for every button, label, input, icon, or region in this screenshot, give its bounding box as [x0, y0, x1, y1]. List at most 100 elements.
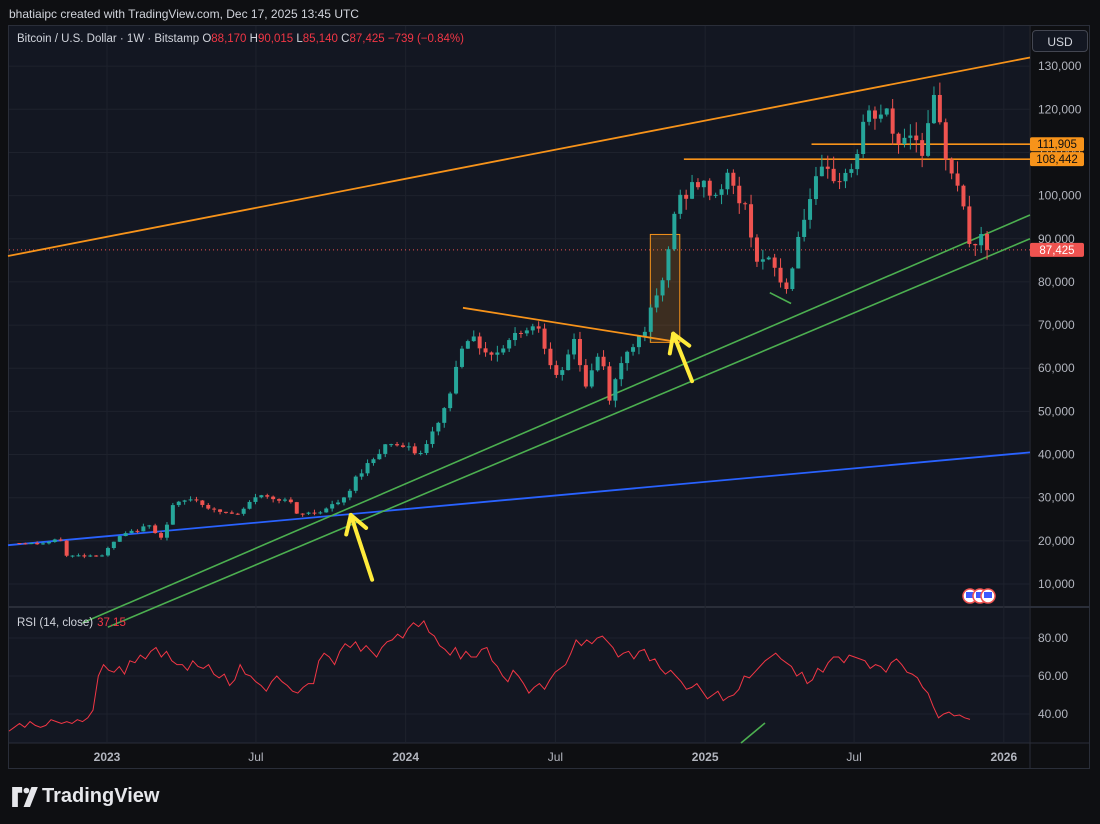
rsi-line	[8, 620, 971, 732]
candle-body	[625, 351, 630, 364]
candle-body	[29, 542, 34, 545]
candle-body	[583, 365, 588, 387]
candle-body	[306, 512, 311, 514]
candle-body	[577, 338, 582, 366]
candle-body	[111, 541, 116, 549]
candle-body	[772, 257, 777, 268]
candle-body	[589, 370, 594, 387]
candle-body	[908, 135, 913, 138]
low-value: 85,140	[302, 33, 338, 45]
candle-body	[660, 280, 665, 296]
time-tick-label: 2023	[94, 750, 121, 764]
candle-body	[778, 267, 783, 283]
candle-body	[88, 555, 93, 557]
candle-body	[619, 363, 624, 380]
price-tick-label: 20,000	[1038, 534, 1075, 548]
event-flag-inner	[966, 592, 974, 598]
candle-body	[300, 513, 305, 515]
price-tick-label: 100,000	[1038, 189, 1082, 203]
brand-name: TradingView	[42, 785, 160, 807]
candle-body	[749, 204, 754, 238]
yellow-arrow-1-head	[348, 512, 369, 530]
candle-body	[725, 172, 730, 190]
candle-body	[383, 444, 388, 454]
axes: 10,000 20,000 30,000 40,000 50,000 60,000 70,0…	[94, 59, 1084, 764]
candle-body	[808, 199, 813, 220]
orange-triangle-top	[462, 306, 680, 344]
price-tick-label: 120,000	[1038, 102, 1082, 116]
candle-body	[271, 496, 276, 500]
rsi-tick-label: 60.00	[1038, 669, 1068, 683]
candle-body	[194, 499, 199, 501]
candle-body	[955, 173, 960, 186]
candle-body	[76, 555, 81, 557]
candle-body	[790, 268, 795, 290]
candle-body	[330, 504, 335, 509]
rsi-green-trendline	[740, 722, 766, 744]
candle-body	[713, 194, 718, 196]
event-flag-inner	[976, 592, 984, 598]
candle-body	[123, 533, 128, 537]
candle-body	[17, 543, 22, 545]
candle-body	[601, 356, 606, 367]
candle-body	[737, 185, 742, 204]
candle-body	[666, 249, 671, 281]
candle-body	[176, 501, 181, 506]
candle-body	[288, 499, 293, 503]
candle-body	[94, 555, 99, 557]
candle-body	[477, 336, 482, 349]
candle-body	[513, 332, 518, 341]
candles	[17, 82, 990, 559]
close-value: 87,425	[349, 33, 385, 45]
candle-body	[530, 326, 535, 331]
yellow-arrow-1-shaft	[348, 512, 375, 582]
candle-body	[631, 347, 636, 352]
candle-body	[247, 501, 252, 509]
candle-body	[902, 137, 907, 145]
candle-body	[926, 123, 931, 156]
candle-body	[867, 110, 872, 122]
candle-body	[259, 495, 264, 498]
rsi-label: RSI (14, close)	[17, 617, 94, 629]
candle-body	[159, 533, 164, 538]
yellow-arrow-2-head	[667, 331, 676, 356]
candle-body	[642, 331, 647, 337]
tradingview-brand[interactable]: TradingView	[12, 785, 159, 808]
candle-body	[389, 444, 394, 446]
currency-button[interactable]: USD	[1032, 30, 1088, 52]
candle-body	[164, 524, 169, 538]
change-value: −739 (−0.84%)	[387, 33, 464, 45]
open-label: O	[202, 33, 212, 45]
event-flag-inner	[984, 592, 992, 598]
green-trendline-lower	[107, 238, 1031, 628]
candle-body	[690, 182, 695, 199]
time-tick-label: Jul	[846, 750, 861, 764]
candle-body	[654, 295, 659, 308]
candle-body	[878, 114, 883, 119]
candle-body	[64, 540, 69, 556]
candle-body	[223, 511, 228, 513]
candle-body	[566, 354, 571, 371]
candle-body	[831, 168, 836, 182]
candle-body	[82, 555, 87, 557]
candle-body	[353, 476, 358, 491]
candle-body	[754, 237, 759, 262]
candle-body	[701, 180, 706, 188]
high-value: 90,015	[257, 33, 294, 45]
candle-body	[52, 539, 57, 542]
candle-body	[572, 338, 577, 355]
candle-body	[23, 543, 28, 545]
candle-body	[318, 512, 323, 514]
candle-body	[253, 497, 258, 502]
candle-body	[719, 189, 724, 195]
candle-body	[117, 536, 122, 542]
candle-body	[766, 257, 771, 260]
candle-body	[424, 444, 429, 454]
candle-body	[212, 508, 217, 510]
candle-body	[282, 499, 287, 501]
candle-body	[784, 282, 789, 290]
close-label: C	[341, 33, 350, 45]
candle-body	[182, 500, 187, 502]
candle-body	[613, 379, 618, 401]
